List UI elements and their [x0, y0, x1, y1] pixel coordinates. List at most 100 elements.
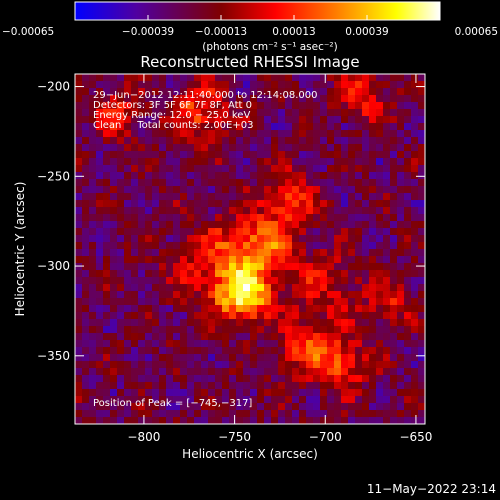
heatmap-cell: [257, 382, 264, 389]
heatmap-cell: [327, 403, 334, 410]
heatmap-cell: [96, 284, 103, 291]
heatmap-cell: [376, 354, 383, 361]
heatmap-cell: [292, 172, 299, 179]
heatmap-cell: [362, 333, 369, 340]
colorbar: [74, 1, 441, 21]
heatmap-cell: [397, 298, 404, 305]
heatmap-cell: [82, 361, 89, 368]
heatmap-cell: [369, 326, 376, 333]
heatmap-cell: [82, 249, 89, 256]
heatmap-cell: [369, 403, 376, 410]
heatmap-cell: [383, 109, 390, 116]
heatmap-cell: [208, 221, 215, 228]
heatmap-cell: [404, 235, 411, 242]
heatmap-cell: [264, 123, 271, 130]
heatmap-cell: [285, 116, 292, 123]
heatmap-cell: [278, 207, 285, 214]
heatmap-cell: [124, 228, 131, 235]
heatmap-cell: [117, 298, 124, 305]
heatmap-cell: [383, 256, 390, 263]
heatmap-cell: [320, 109, 327, 116]
heatmap-cell: [271, 305, 278, 312]
heatmap-cell: [418, 221, 425, 228]
heatmap-cell: [166, 354, 173, 361]
heatmap-cell: [236, 81, 243, 88]
heatmap-cell: [194, 144, 201, 151]
heatmap-cell: [250, 284, 257, 291]
heatmap-cell: [306, 221, 313, 228]
heatmap-cell: [341, 291, 348, 298]
heatmap-cell: [320, 95, 327, 102]
heatmap-cell: [124, 382, 131, 389]
heatmap-cell: [103, 116, 110, 123]
heatmap-cell: [201, 347, 208, 354]
heatmap-cell: [180, 109, 187, 116]
heatmap-cell: [166, 375, 173, 382]
heatmap-cell: [229, 102, 236, 109]
heatmap-cell: [96, 207, 103, 214]
heatmap-cell: [383, 263, 390, 270]
heatmap-cell: [320, 305, 327, 312]
heatmap-cell: [152, 361, 159, 368]
heatmap-cell: [327, 151, 334, 158]
heatmap-cell: [271, 186, 278, 193]
heatmap-cell: [222, 326, 229, 333]
heatmap-cell: [299, 74, 306, 81]
heatmap-cell: [138, 116, 145, 123]
heatmap-cell: [159, 396, 166, 403]
heatmap-cell: [187, 361, 194, 368]
heatmap-cell: [103, 403, 110, 410]
heatmap-cell: [355, 291, 362, 298]
heatmap-cell: [215, 221, 222, 228]
heatmap-cell: [173, 200, 180, 207]
heatmap-cell: [264, 235, 271, 242]
heatmap-cell: [159, 165, 166, 172]
heatmap-cell: [278, 88, 285, 95]
heatmap-cell: [215, 270, 222, 277]
heatmap-cell: [285, 95, 292, 102]
heatmap-cell: [145, 74, 152, 81]
heatmap-cell: [159, 291, 166, 298]
heatmap-cell: [124, 326, 131, 333]
heatmap-cell: [145, 228, 152, 235]
heatmap-cell: [264, 200, 271, 207]
heatmap-cell: [243, 116, 250, 123]
heatmap-cell: [131, 417, 138, 424]
heatmap-cell: [236, 109, 243, 116]
heatmap-cell: [243, 340, 250, 347]
heatmap-cell: [110, 144, 117, 151]
heatmap-cell: [152, 368, 159, 375]
heatmap-cell: [292, 319, 299, 326]
heatmap-cell: [180, 200, 187, 207]
heatmap-cell: [229, 109, 236, 116]
heatmap-cell: [201, 130, 208, 137]
heatmap-cell: [145, 158, 152, 165]
heatmap-cell: [383, 326, 390, 333]
heatmap-cell: [390, 256, 397, 263]
heatmap-cell: [383, 312, 390, 319]
heatmap-cell: [348, 137, 355, 144]
heatmap-cell: [138, 228, 145, 235]
heatmap-cell: [166, 221, 173, 228]
heatmap-cell: [187, 81, 194, 88]
heatmap-cell: [271, 172, 278, 179]
heatmap-cell: [418, 354, 425, 361]
heatmap-cell: [173, 242, 180, 249]
heatmap-cell: [180, 102, 187, 109]
heatmap-cell: [222, 333, 229, 340]
heatmap-cell: [82, 326, 89, 333]
heatmap-cell: [229, 291, 236, 298]
heatmap-cell: [418, 417, 425, 424]
heatmap-cell: [278, 375, 285, 382]
heatmap-cell: [341, 207, 348, 214]
heatmap-cell: [194, 403, 201, 410]
heatmap-cell: [285, 172, 292, 179]
heatmap-cell: [131, 256, 138, 263]
heatmap-cell: [187, 221, 194, 228]
heatmap-cell: [362, 410, 369, 417]
heatmap-cell: [313, 214, 320, 221]
heatmap-cell: [299, 410, 306, 417]
heatmap-cell: [397, 186, 404, 193]
heatmap-cell: [376, 74, 383, 81]
heatmap-cell: [404, 116, 411, 123]
